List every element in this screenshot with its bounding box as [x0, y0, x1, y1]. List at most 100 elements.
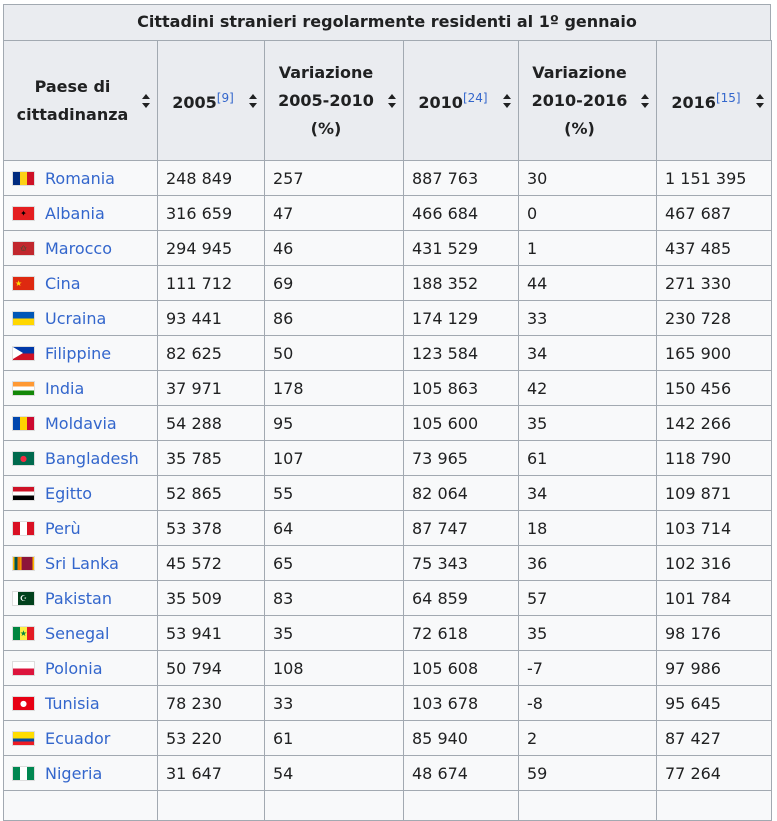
romania-flag-icon [12, 170, 35, 186]
value-2005-cell: 316 659 [157, 195, 265, 231]
country-link[interactable]: Cina [45, 273, 81, 293]
country-link[interactable]: Sri Lanka [45, 553, 119, 573]
value-2005-cell: 294 945 [157, 230, 265, 266]
reference-link[interactable]: [9] [216, 91, 234, 105]
country-link[interactable]: India [45, 378, 85, 398]
india-flag-icon [12, 380, 35, 396]
country-link[interactable]: Pakistan [45, 588, 112, 608]
value-2016-cell: 165 900 [656, 335, 772, 371]
empty-cell [403, 790, 519, 821]
variation-2010-2016-cell: 59 [518, 755, 657, 791]
value-2010-cell: 105 608 [403, 650, 519, 686]
value-2016-cell: 87 427 [656, 720, 772, 756]
value-2016-cell: 95 645 [656, 685, 772, 721]
bangladesh-flag-icon: ● [12, 450, 35, 466]
table-row: Nigeria 31 647 54 48 674 59 77 264 [3, 755, 772, 791]
variation-2010-2016-cell: 34 [518, 475, 657, 511]
country-link[interactable]: Senegal [45, 623, 110, 643]
country-link[interactable]: Moldavia [45, 413, 117, 433]
table-row: Ecuador 53 220 61 85 940 2 87 427 [3, 720, 772, 756]
table-body: Romania 248 849 257 887 763 30 1 151 395 ✦ Alba… [3, 160, 772, 821]
value-2016-cell: 101 784 [656, 580, 772, 616]
col-header-label: Variazione 2010-2016 (%) [531, 62, 628, 138]
variation-2005-2010-cell: 95 [264, 405, 404, 441]
col-header-2005[interactable]: 2005[9] [157, 40, 265, 161]
table-row: Romania 248 849 257 887 763 30 1 151 395 [3, 160, 772, 196]
country-link[interactable]: Ucraina [45, 308, 107, 328]
col-header-var-2010-2016[interactable]: Variazione 2010-2016 (%) [518, 40, 657, 161]
value-2010-cell: 887 763 [403, 160, 519, 196]
country-cell: Egitto [3, 475, 158, 511]
sort-icon[interactable] [503, 93, 511, 108]
moldova-flag-icon [12, 415, 35, 431]
country-cell: ✩ Marocco [3, 230, 158, 266]
country-cell: ☪ Pakistan [3, 580, 158, 616]
empty-cell [157, 790, 265, 821]
header-row: Paese di cittadinanza 2005[9] Variazione… [3, 40, 772, 161]
variation-2005-2010-cell: 61 [264, 720, 404, 756]
country-link[interactable]: Marocco [45, 238, 113, 258]
value-2005-cell: 53 378 [157, 510, 265, 546]
country-cell: ★ Senegal [3, 615, 158, 651]
country-link[interactable]: Perù [45, 518, 81, 538]
value-2016-cell: 1 151 395 [656, 160, 772, 196]
country-link[interactable]: Ecuador [45, 728, 111, 748]
value-2010-cell: 72 618 [403, 615, 519, 651]
country-link[interactable]: Albania [45, 203, 105, 223]
sort-icon[interactable] [641, 93, 649, 108]
variation-2010-2016-cell: 2 [518, 720, 657, 756]
col-header-var-2005-2010[interactable]: Variazione 2005-2010 (%) [264, 40, 404, 161]
table-caption: Cittadini stranieri regolarmente residen… [3, 4, 771, 40]
country-link[interactable]: Nigeria [45, 763, 103, 783]
country-link[interactable]: Polonia [45, 658, 103, 678]
col-header-2010[interactable]: 2010[24] [403, 40, 519, 161]
value-2010-cell: 103 678 [403, 685, 519, 721]
sort-icon[interactable] [388, 93, 396, 108]
table-row: ✩ Marocco 294 945 46 431 529 1 437 485 [3, 230, 772, 266]
sort-icon[interactable] [249, 93, 257, 108]
country-link[interactable]: Egitto [45, 483, 93, 503]
variation-2010-2016-cell: 35 [518, 615, 657, 651]
citizens-table-wrapper: Cittadini stranieri regolarmente residen… [3, 4, 772, 821]
col-header-label: 2005 [172, 93, 217, 112]
table-row: Filippine 82 625 50 123 584 34 165 900 [3, 335, 772, 371]
table-row: ✦ Albania 316 659 47 466 684 0 467 687 [3, 195, 772, 231]
reference-link[interactable]: [24] [462, 91, 488, 105]
country-cell: Moldavia [3, 405, 158, 441]
country-link[interactable]: Romania [45, 168, 115, 188]
col-header-country[interactable]: Paese di cittadinanza [3, 40, 158, 161]
variation-2005-2010-cell: 69 [264, 265, 404, 301]
variation-2005-2010-cell: 50 [264, 335, 404, 371]
table-row: Egitto 52 865 55 82 064 34 109 871 [3, 475, 772, 511]
country-link[interactable]: Bangladesh [45, 448, 139, 468]
country-link[interactable]: Filippine [45, 343, 112, 363]
col-header-label: Paese di cittadinanza [16, 76, 129, 124]
country-link[interactable]: Tunisia [45, 693, 100, 713]
sort-icon[interactable] [756, 93, 764, 108]
col-header-2016[interactable]: 2016[15] [656, 40, 772, 161]
sort-icon[interactable] [142, 93, 150, 108]
value-2010-cell: 431 529 [403, 230, 519, 266]
col-header-label: 2016 [671, 93, 716, 112]
country-cell: Perù [3, 510, 158, 546]
value-2016-cell: 109 871 [656, 475, 772, 511]
country-cell: India [3, 370, 158, 406]
sri-lanka-flag-icon [12, 555, 35, 571]
value-2016-cell: 97 986 [656, 650, 772, 686]
country-cell: Nigeria [3, 755, 158, 791]
value-2010-cell: 174 129 [403, 300, 519, 336]
col-header-label: 2010 [418, 93, 463, 112]
variation-2010-2016-cell: 33 [518, 300, 657, 336]
value-2005-cell: 52 865 [157, 475, 265, 511]
value-2016-cell: 271 330 [656, 265, 772, 301]
value-2016-cell: 103 714 [656, 510, 772, 546]
variation-2005-2010-cell: 83 [264, 580, 404, 616]
china-flag-icon: ★ [12, 275, 35, 291]
value-2010-cell: 123 584 [403, 335, 519, 371]
table-row: ☪ Pakistan 35 509 83 64 859 57 101 784 [3, 580, 772, 616]
country-cell: ★ Cina [3, 265, 158, 301]
variation-2010-2016-cell: -8 [518, 685, 657, 721]
value-2016-cell: 467 687 [656, 195, 772, 231]
reference-link[interactable]: [15] [715, 91, 741, 105]
variation-2010-2016-cell: 42 [518, 370, 657, 406]
